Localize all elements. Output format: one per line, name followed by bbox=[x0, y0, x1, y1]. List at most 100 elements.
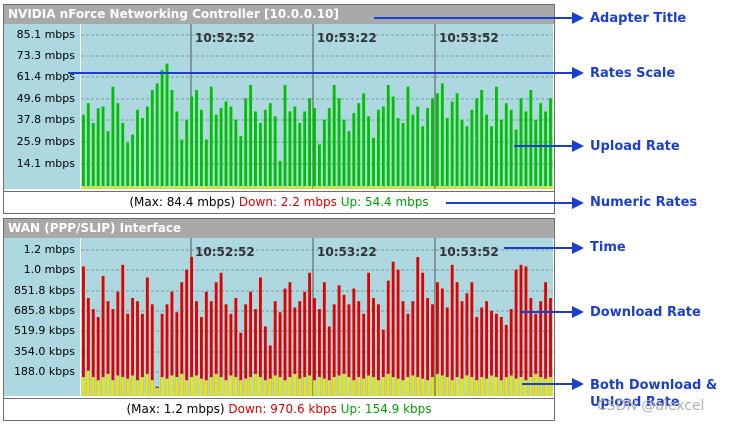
scale-tick: 85.1 mbps bbox=[16, 28, 75, 41]
upload-bar bbox=[327, 380, 331, 396]
upload-bar bbox=[273, 116, 277, 189]
upload-bar bbox=[303, 111, 307, 189]
upload-bar bbox=[170, 375, 174, 396]
download-bar bbox=[86, 298, 90, 396]
download-bar bbox=[504, 186, 508, 189]
upload-bar bbox=[190, 96, 194, 189]
upload-bar bbox=[150, 380, 154, 396]
upload-bar bbox=[396, 118, 400, 189]
download-bar bbox=[239, 332, 243, 396]
download-bar bbox=[165, 304, 169, 396]
upload-bar bbox=[278, 377, 282, 396]
download-bar bbox=[303, 186, 307, 189]
callout-time: Time bbox=[590, 240, 626, 255]
download-bar bbox=[421, 186, 425, 189]
download-bar bbox=[273, 186, 277, 189]
download-bar bbox=[131, 298, 135, 396]
download-bar bbox=[460, 301, 464, 396]
download-bar bbox=[200, 186, 203, 189]
scale-tick: 73.3 mbps bbox=[16, 49, 75, 62]
upload-bar bbox=[377, 109, 380, 189]
download-bar bbox=[411, 301, 415, 396]
download-bar bbox=[318, 186, 321, 189]
upload-bar bbox=[431, 377, 434, 396]
download-bar bbox=[396, 269, 400, 396]
max-rate: (Max: 1.2 mbps) bbox=[126, 402, 225, 416]
upload-bar bbox=[347, 377, 351, 396]
upload-bar bbox=[141, 377, 144, 396]
download-bar bbox=[436, 186, 439, 189]
upload-bar bbox=[121, 123, 125, 189]
upload-bar bbox=[426, 380, 430, 396]
upload-bar bbox=[401, 123, 405, 189]
time-label: 10:53:52 bbox=[439, 245, 499, 259]
download-bar bbox=[96, 186, 100, 189]
upload-bar bbox=[391, 377, 395, 396]
download-bar bbox=[318, 309, 321, 396]
upload-bar bbox=[465, 375, 469, 396]
download-bar bbox=[180, 186, 184, 189]
download-bar bbox=[347, 304, 351, 396]
download-bar bbox=[254, 186, 257, 189]
download-bar bbox=[254, 309, 257, 396]
download-bar bbox=[450, 264, 454, 396]
upload-bar bbox=[293, 373, 297, 396]
download-bar bbox=[352, 186, 356, 189]
download-bar bbox=[126, 313, 130, 396]
scale-tick: 1.2 mbps bbox=[23, 243, 75, 256]
upload-bar bbox=[145, 106, 149, 189]
upload-bar bbox=[495, 377, 498, 396]
download-bar bbox=[426, 298, 430, 396]
upload-bar bbox=[495, 86, 498, 189]
download-bar bbox=[332, 304, 336, 396]
download-bar bbox=[259, 186, 262, 189]
upload-bar bbox=[150, 90, 154, 189]
download-bar bbox=[121, 264, 125, 396]
download-bar bbox=[229, 313, 233, 396]
download-bar bbox=[155, 186, 159, 189]
upload-bar bbox=[480, 377, 484, 396]
download-bar bbox=[263, 326, 267, 396]
download-bar bbox=[377, 304, 380, 396]
upload-bar bbox=[106, 131, 110, 189]
download-bar bbox=[185, 186, 189, 189]
upload-bar bbox=[460, 119, 464, 189]
download-bar bbox=[136, 186, 139, 189]
upload-bar bbox=[504, 377, 508, 396]
upload-bar bbox=[485, 114, 489, 189]
scale-tick: 519.9 kbps bbox=[13, 324, 75, 337]
upload-bar bbox=[214, 114, 218, 189]
download-bar bbox=[475, 317, 479, 396]
download-bar bbox=[431, 304, 434, 396]
upload-bar bbox=[480, 90, 484, 189]
upload-bar bbox=[101, 106, 105, 189]
upload-bar bbox=[519, 377, 523, 396]
upload-bar bbox=[209, 377, 213, 396]
upload-bar bbox=[332, 85, 336, 189]
scale-tick: 851.8 kbps bbox=[13, 284, 75, 297]
download-bar bbox=[91, 186, 95, 189]
upload-bar bbox=[283, 380, 287, 396]
download-bar bbox=[509, 309, 513, 396]
scale-tick: 14.1 mbps bbox=[16, 157, 75, 170]
upload-rate-graph: 10:52:52 10:53:22 10:53:52 bbox=[81, 24, 553, 189]
upload-bar bbox=[549, 98, 552, 189]
upload-bar bbox=[514, 378, 518, 396]
download-bar bbox=[465, 186, 469, 189]
download-bar bbox=[195, 301, 198, 396]
upload-bar bbox=[111, 380, 115, 396]
upload-bar bbox=[239, 380, 243, 396]
upload-bar bbox=[244, 98, 248, 189]
callout-both-rates-line1: Both Download & bbox=[590, 378, 718, 393]
download-bar bbox=[101, 275, 105, 396]
download-bar bbox=[367, 272, 371, 396]
upload-bar bbox=[268, 103, 272, 189]
upload-bar bbox=[204, 380, 208, 396]
upload-bar bbox=[165, 378, 169, 396]
upload-bar bbox=[82, 114, 85, 189]
upload-bar bbox=[450, 101, 454, 189]
download-bar bbox=[381, 186, 385, 189]
arrow-both-rates-head bbox=[572, 378, 584, 390]
download-bar bbox=[362, 186, 366, 189]
upload-bar bbox=[337, 375, 341, 396]
